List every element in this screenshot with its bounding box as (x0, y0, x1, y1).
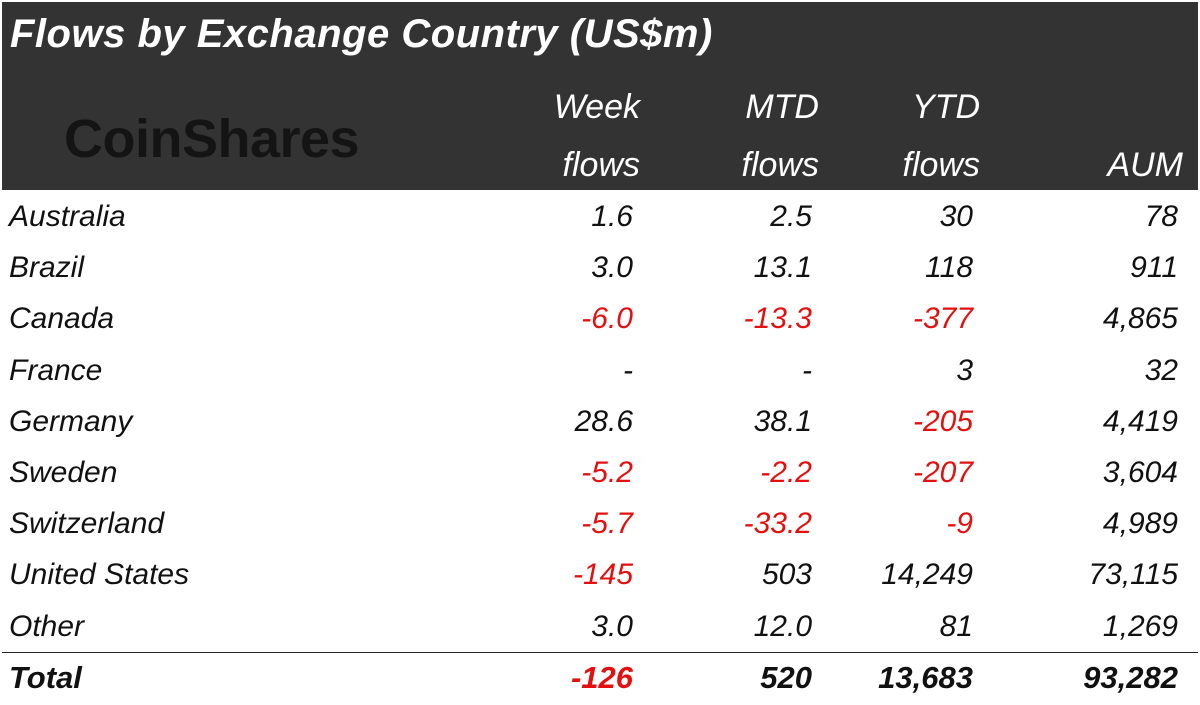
mtd-flows-cell: 38.1 (753, 404, 812, 438)
country-cell: Sweden (9, 456, 118, 489)
mtd-flows-cell: 12.0 (753, 609, 812, 643)
week-flows-cell: -6.0 (581, 302, 633, 336)
mtd-flows-cell: -33.2 (743, 507, 812, 541)
total-week: -126 (570, 660, 633, 695)
week-flows-cell: -5.2 (581, 456, 633, 489)
aum-cell: 3,604 (1102, 456, 1178, 489)
mtd-flows-cell: -13.3 (743, 302, 812, 336)
week-flows-cell: 28.6 (574, 404, 633, 438)
table-row: United States -145 503 14,249 73,115 (0, 549, 1200, 600)
ytd-flows-cell: 81 (939, 609, 973, 643)
country-cell: Australia (9, 200, 126, 233)
table-row: Sweden -5.2 -2.2 -207 3,604 (0, 447, 1200, 498)
mtd-flows-cell: - (802, 353, 812, 387)
week-flows-cell: 3.0 (591, 251, 633, 285)
mtd-flows-cell: 13.1 (753, 251, 812, 285)
table-row: Brazil 3.0 13.1 118 911 (0, 242, 1200, 293)
aum-cell: 73,115 (1088, 558, 1178, 592)
country-cell: Other (9, 609, 85, 643)
aum-cell: 4,419 (1102, 404, 1178, 438)
table-row: Germany 28.6 38.1 -205 4,419 (0, 396, 1200, 447)
total-label: Total (9, 660, 82, 695)
total-aum: 93,282 (1083, 660, 1178, 695)
country-cell: United States (9, 558, 190, 592)
header-week-line2: flows (562, 146, 640, 184)
country-cell: Switzerland (9, 507, 165, 541)
table-row: France - - 3 32 (0, 345, 1200, 396)
header-week-line1: Week (553, 88, 640, 126)
ytd-flows-cell: -207 (912, 456, 973, 489)
ytd-flows-cell: 30 (939, 200, 973, 233)
table-row: Australia 1.6 2.5 30 78 (0, 191, 1200, 242)
ytd-flows-cell: 118 (925, 251, 973, 285)
ytd-flows-cell: -9 (946, 507, 973, 541)
country-cell: Canada (9, 302, 115, 336)
header-mtd-line2: flows (741, 146, 819, 184)
aum-cell: 911 (1130, 251, 1178, 285)
aum-cell: 1,269 (1102, 609, 1178, 643)
country-cell: Germany (9, 404, 133, 438)
header-mtd-line1: MTD (745, 88, 819, 126)
table-row: Switzerland -5.7 -33.2 -9 4,989 (0, 498, 1200, 549)
mtd-flows-cell: -2.2 (760, 456, 812, 489)
ytd-flows-cell: -205 (912, 404, 973, 438)
header-ytd-line1: YTD (912, 88, 980, 126)
week-flows-cell: 1.6 (591, 200, 633, 233)
week-flows-cell: -145 (572, 558, 633, 592)
aum-cell: 4,865 (1102, 302, 1178, 336)
table-header: Flows by Exchange Country (US$m) CoinSha… (2, 2, 1198, 190)
mtd-flows-cell: 2.5 (770, 200, 812, 233)
table-title: Flows by Exchange Country (US$m) (10, 12, 713, 56)
mtd-flows-cell: 503 (761, 558, 812, 592)
aum-cell: 4,989 (1102, 507, 1178, 541)
header-ytd-line2: flows (902, 146, 980, 184)
week-flows-cell: 3.0 (591, 609, 633, 643)
country-cell: France (9, 353, 103, 387)
ytd-flows-cell: 14,249 (881, 558, 973, 592)
header-aum: AUM (1107, 146, 1183, 184)
week-flows-cell: - (623, 353, 633, 387)
total-mtd: 520 (760, 660, 812, 695)
country-cell: Brazil (9, 251, 85, 285)
aum-cell: 32 (1144, 353, 1178, 387)
table-row: Canada -6.0 -13.3 -377 4,865 (0, 293, 1200, 344)
aum-cell: 78 (1144, 200, 1178, 233)
total-row: Total -126 520 13,683 93,282 (0, 652, 1200, 703)
total-ytd: 13,683 (878, 660, 973, 695)
total-divider (2, 652, 1198, 653)
ytd-flows-cell: 3 (956, 353, 973, 387)
table-row: Other 3.0 12.0 81 1,269 (0, 601, 1200, 652)
week-flows-cell: -5.7 (581, 507, 633, 541)
ytd-flows-cell: -377 (912, 302, 973, 336)
coinshares-logo: CoinShares (64, 109, 360, 169)
